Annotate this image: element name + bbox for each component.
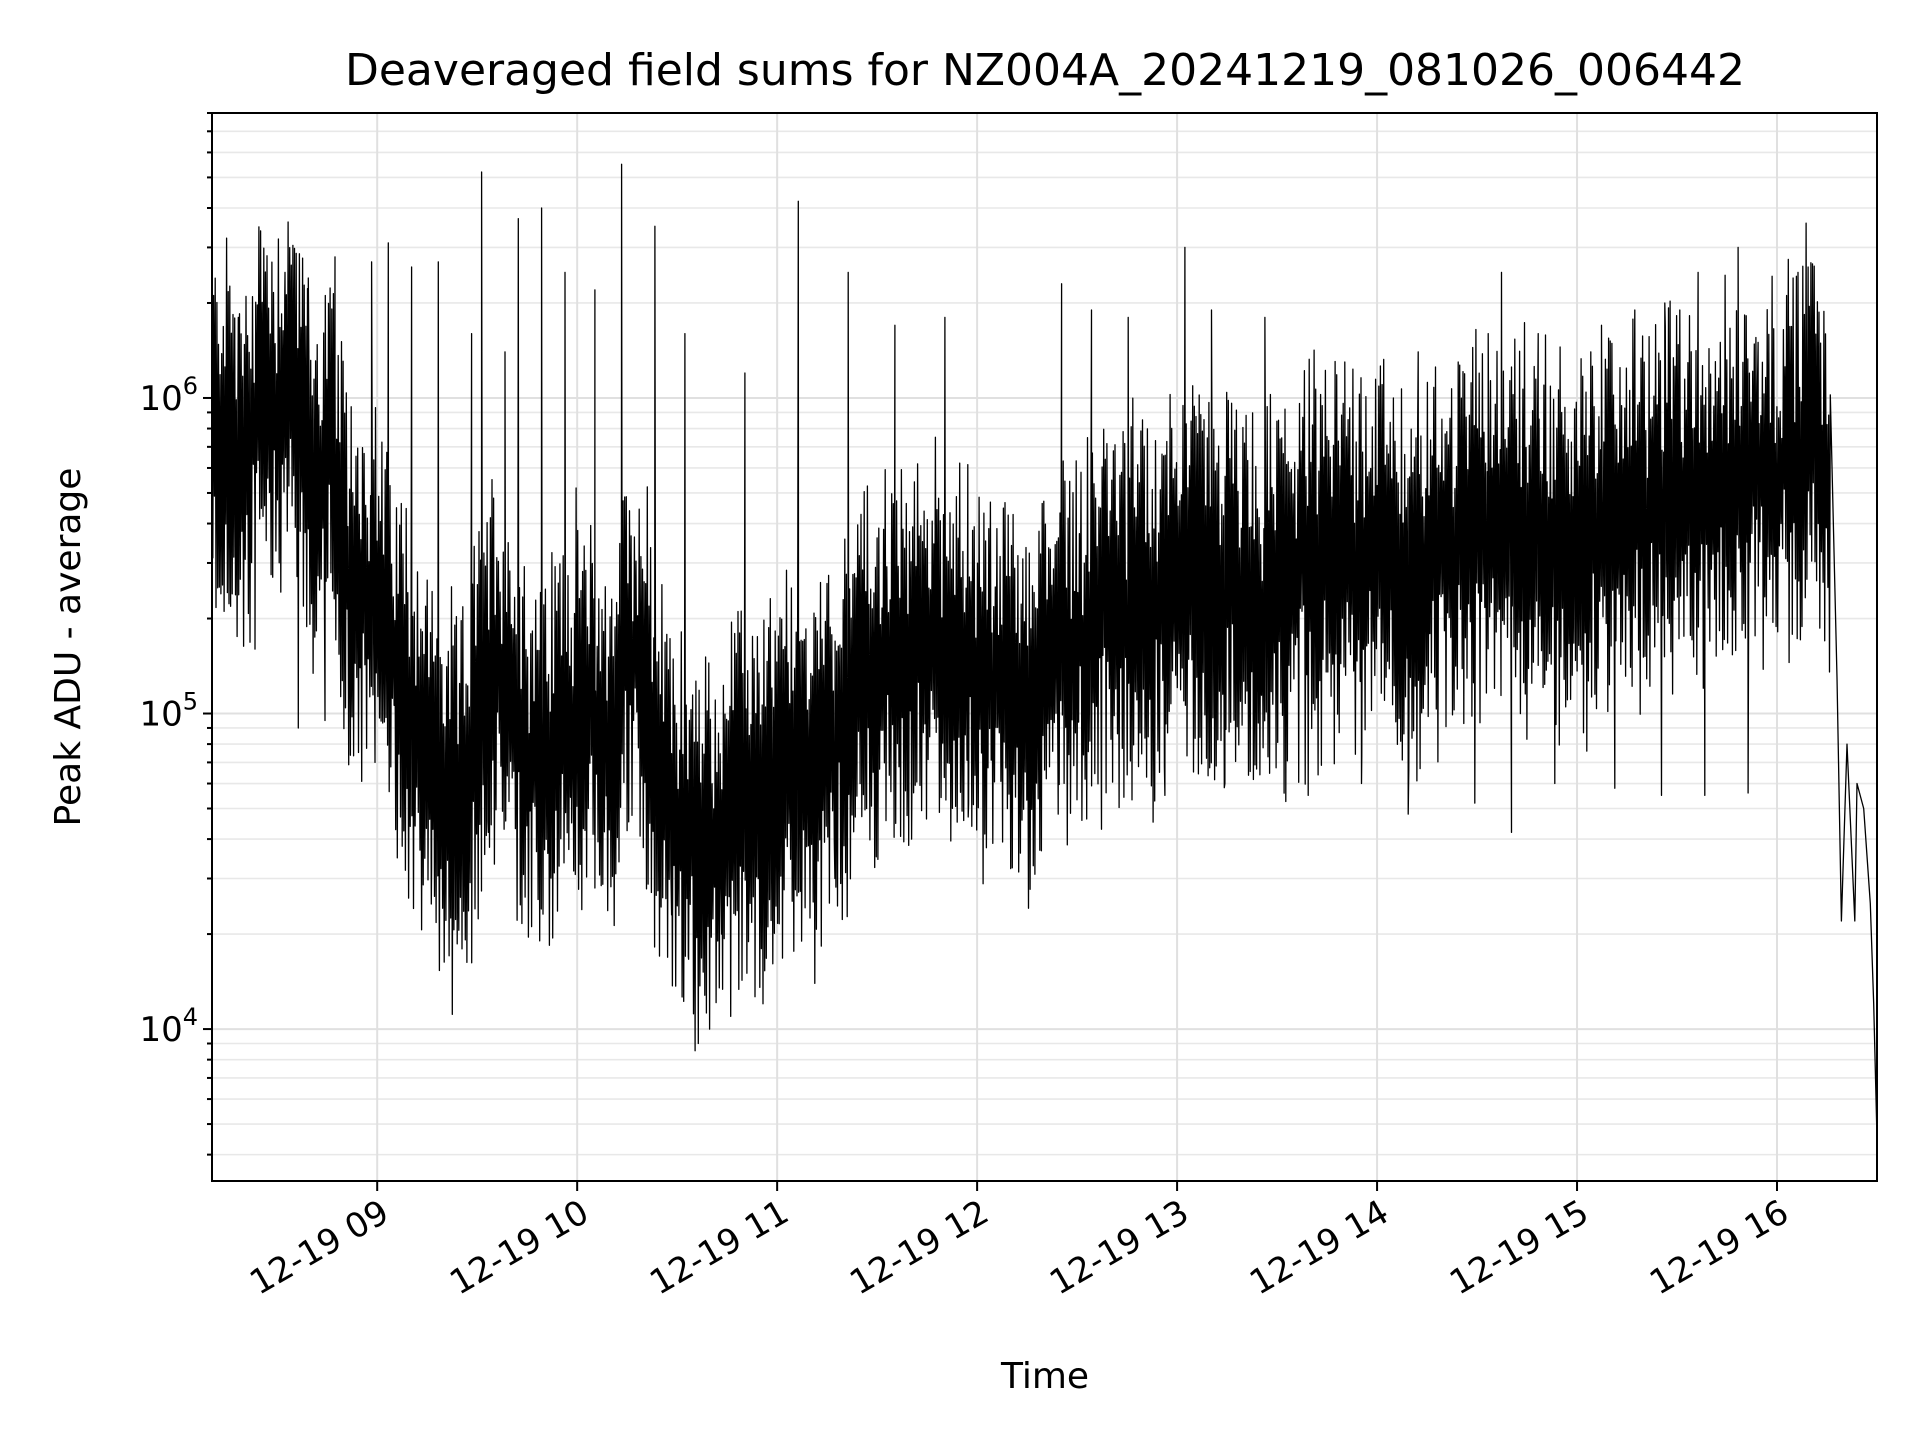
x-tick-label: 12-19 12: [843, 1192, 995, 1303]
x-tick-label: 12-19 13: [1043, 1192, 1195, 1303]
y-tick-label: 104: [139, 1003, 198, 1050]
y-tick-label: 105: [139, 688, 198, 735]
x-axis-label: Time: [1000, 1356, 1089, 1397]
x-tick-label: 12-19 10: [443, 1192, 595, 1303]
x-tick-label: 12-19 16: [1643, 1192, 1795, 1303]
chart-title: Deaveraged field sums for NZ004A_2024121…: [345, 45, 1745, 96]
series-line: [211, 163, 1878, 1139]
x-tick-label: 12-19 15: [1443, 1192, 1595, 1303]
y-tick-label: 106: [139, 372, 198, 419]
y-axis-ticks: 104 105 106: [139, 112, 212, 1156]
series-trace: [211, 163, 1878, 1139]
plot-frame: [211, 112, 1878, 1182]
x-tick-label: 12-19 09: [243, 1192, 395, 1303]
x-tick-label: 12-19 14: [1243, 1192, 1395, 1303]
x-axis-ticks: 12-19 09 12-19 10 12-19 11 12-19 12 12-19 13…: [243, 1181, 1796, 1303]
y-axis-label: Peak ADU - average: [48, 468, 89, 827]
x-tick-label: 12-19 11: [643, 1192, 795, 1303]
